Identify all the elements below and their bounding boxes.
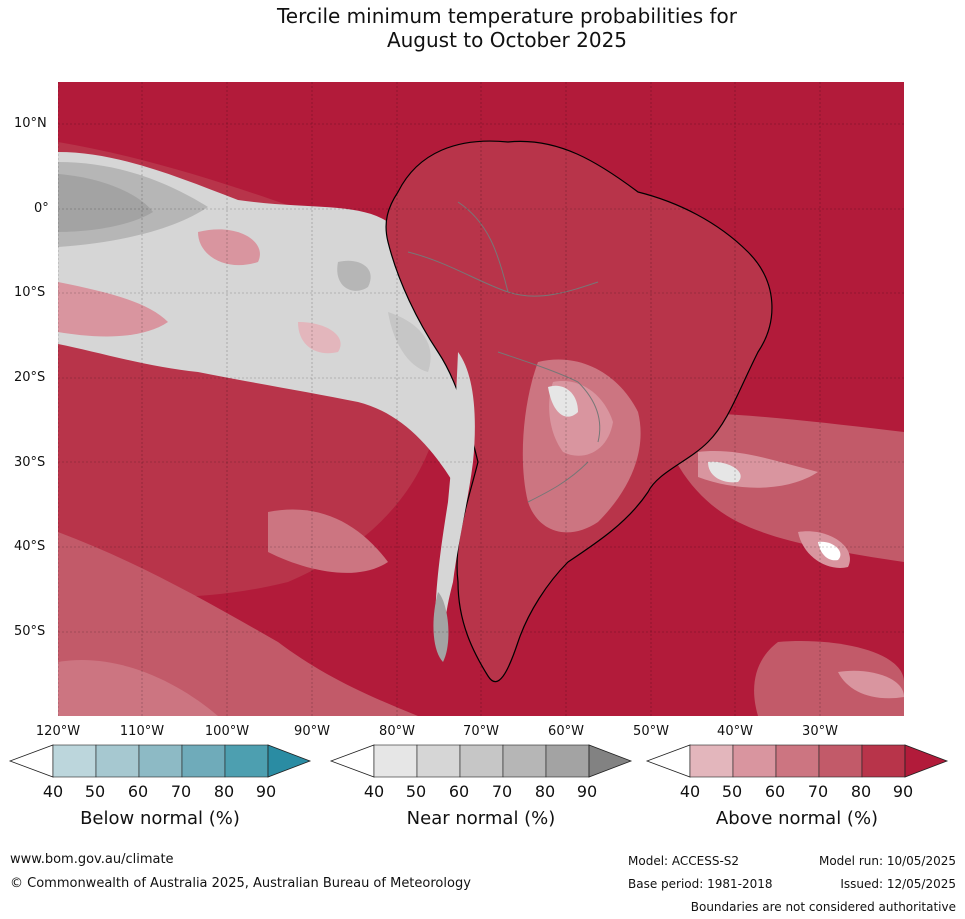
above-color-2 (775, 744, 820, 778)
region-above-70-south-atlantic (754, 641, 904, 716)
footer-copyright: © Commonwealth of Australia 2025, Austra… (10, 876, 471, 891)
legend-label-near: Near normal (%) (406, 808, 556, 829)
region-near-50 (58, 152, 470, 482)
tick-near-40: 40 (363, 782, 385, 801)
tick-near-60: 60 (448, 782, 470, 801)
near-color-4 (545, 744, 590, 778)
region-above-60-pacific (268, 509, 388, 573)
tick-above-80: 80 (850, 782, 872, 801)
region-white-atlantic (818, 541, 841, 561)
region-above-50-patch1 (198, 229, 260, 266)
near-color-1 (416, 744, 461, 778)
lon-label-40w: 40°W (717, 724, 753, 739)
tick-above-90: 90 (892, 782, 914, 801)
near-color-over (588, 744, 633, 778)
above-color-over (904, 744, 949, 778)
lat-label-30s: 30°S (14, 455, 46, 470)
map-canvas (58, 82, 904, 716)
tick-near-70: 70 (491, 782, 513, 801)
below-color-over (267, 744, 312, 778)
above-color-4 (861, 744, 906, 778)
map-title: Tercile minimum temperature probabilitie… (0, 4, 965, 52)
tick-above-50: 50 (721, 782, 743, 801)
below-color-4 (224, 744, 269, 778)
lat-label-0: 0° (34, 201, 49, 216)
region-near-40-interior (548, 385, 578, 417)
above-color-1 (732, 744, 777, 778)
tick-above-70: 70 (807, 782, 829, 801)
below-color-3 (181, 744, 226, 778)
tick-near-80: 80 (534, 782, 556, 801)
lon-label-100w: 100°W (204, 724, 250, 739)
near-color-under (329, 744, 375, 778)
region-near-60-coast (388, 312, 431, 372)
colorbar-below (8, 744, 312, 778)
region-near-andes (435, 352, 475, 642)
tick-above-40: 40 (679, 782, 701, 801)
below-color-1 (95, 744, 140, 778)
legend-label-above: Above normal (%) (715, 808, 879, 829)
lat-label-20s: 20°S (14, 370, 46, 385)
region-near-80-west (58, 174, 153, 232)
title-line-1: Tercile minimum temperature probabilitie… (276, 4, 738, 28)
region-above-60-south (58, 660, 218, 716)
footer-issued: Issued: 12/05/2025 (840, 877, 956, 891)
tick-near-50: 50 (405, 782, 427, 801)
lon-label-70w: 70°W (463, 724, 499, 739)
above-color-under (645, 744, 691, 778)
lon-label-120w: 120°W (35, 724, 81, 739)
below-color-2 (138, 744, 183, 778)
footer-model-run: Model run: 10/05/2025 (818, 854, 956, 868)
tick-above-60: 60 (764, 782, 786, 801)
lon-label-110w: 110°W (119, 724, 165, 739)
tick-below-50: 50 (84, 782, 106, 801)
lat-label-10n: 10°N (14, 116, 47, 131)
above-color-0 (689, 744, 734, 778)
region-above-70-south (58, 532, 418, 716)
region-near-80-patagonia (433, 592, 449, 662)
region-above-40-patch (298, 322, 341, 354)
near-color-3 (502, 744, 547, 778)
map-gridlines (58, 82, 904, 716)
colorbar-near (329, 744, 633, 778)
footer-website: www.bom.gov.au/climate (10, 852, 174, 867)
footer-base-period: Base period: 1981-2018 (628, 877, 773, 891)
colorbar-above (645, 744, 949, 778)
tick-below-70: 70 (170, 782, 192, 801)
below-color-0 (52, 744, 97, 778)
probability-map (58, 82, 904, 716)
lat-label-10s: 10°S (14, 285, 46, 300)
title-line-2: August to October 2025 (386, 28, 628, 52)
region-above-70-atlantic (658, 412, 904, 562)
below-color-under (8, 744, 54, 778)
country-borders (407, 201, 601, 503)
tick-below-40: 40 (42, 782, 64, 801)
lon-label-60w: 60°W (548, 724, 584, 739)
lat-label-50s: 50°S (14, 624, 46, 639)
tick-below-90: 90 (255, 782, 277, 801)
lon-label-30w: 30°W (802, 724, 838, 739)
tick-near-90: 90 (576, 782, 598, 801)
above-color-3 (818, 744, 863, 778)
tick-below-60: 60 (127, 782, 149, 801)
lat-label-40s: 40°S (14, 539, 46, 554)
region-near-70-central (337, 260, 371, 291)
tick-below-80: 80 (213, 782, 235, 801)
region-near-40-atlantic (708, 461, 741, 483)
region-above-50-south-atlantic (838, 670, 904, 699)
near-color-0 (373, 744, 418, 778)
lon-label-50w: 50°W (633, 724, 669, 739)
legend-label-below: Below normal (%) (80, 808, 240, 829)
region-above-50-patch2 (58, 282, 168, 337)
lon-label-90w: 90°W (294, 724, 330, 739)
lon-label-80w: 80°W (379, 724, 415, 739)
footer-model: Model: ACCESS-S2 (628, 854, 740, 868)
footer-disclaimer: Boundaries are not considered authoritat… (690, 900, 956, 914)
near-color-2 (459, 744, 504, 778)
